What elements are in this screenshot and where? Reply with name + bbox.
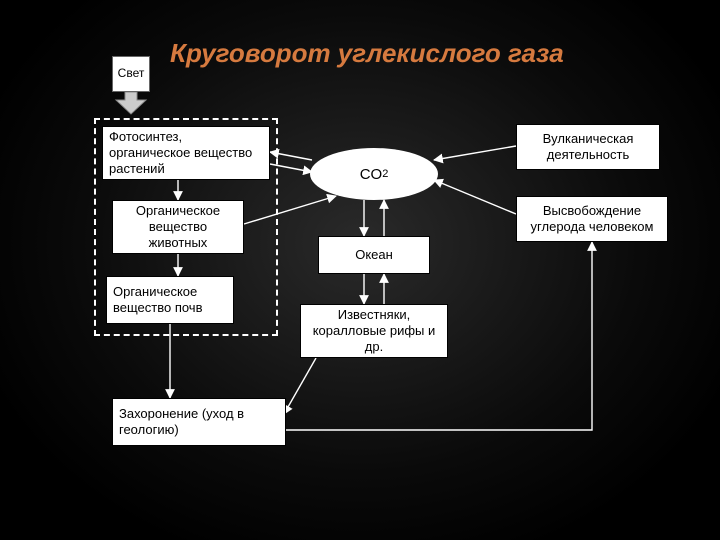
node-photosynthesis: Фотосинтез, органическое вещество растен… [102,126,270,180]
node-burial: Захоронение (уход в геологию) [112,398,286,446]
node-limestone: Известняки, коралловые рифы и др. [300,304,448,358]
node-volcanic: Вулканическая деятельность [516,124,660,170]
node-soils: Органическое вещество почв [106,276,234,324]
node-ocean: Океан [318,236,430,274]
node-human: Высвобождение углерода человеком [516,196,668,242]
co2-node: CO2 [310,148,438,200]
node-animals: Органическое вещество животных [112,200,244,254]
light-label: Свет [112,56,150,92]
diagram-title: Круговорот углекислого газа [170,38,564,69]
